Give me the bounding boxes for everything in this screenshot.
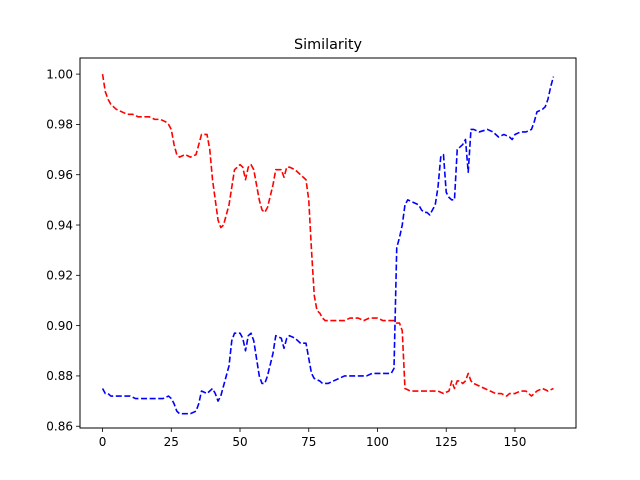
plot-frame	[79, 57, 577, 429]
y-tick-label: 1.00	[46, 67, 73, 81]
axes-layer: 0 25 50 75 100 125 150 0.86 0.88 0.90 0.92 0.94 0.96…	[46, 67, 526, 449]
y-tick-label: 0.88	[46, 369, 73, 383]
x-tick-label: 150	[504, 435, 527, 449]
x-tick-label: 100	[366, 435, 389, 449]
y-tick-label: 0.90	[46, 319, 73, 333]
y-tick-label: 0.92	[46, 269, 73, 283]
x-tick-label: 125	[435, 435, 458, 449]
y-tick-label: 0.96	[46, 168, 73, 182]
y-tick-label: 0.98	[46, 118, 73, 132]
x-tick-label: 50	[232, 435, 247, 449]
x-tick-label: 0	[99, 435, 107, 449]
series-line-1	[101, 73, 554, 397]
chart-title: Similarity	[294, 37, 363, 53]
y-tick-label: 0.86	[46, 420, 73, 434]
x-tick-label: 75	[301, 435, 316, 449]
series-line-2	[101, 76, 555, 415]
x-tick-label: 25	[164, 435, 179, 449]
y-tick-label: 0.94	[46, 218, 73, 232]
series-layer	[101, 73, 555, 415]
